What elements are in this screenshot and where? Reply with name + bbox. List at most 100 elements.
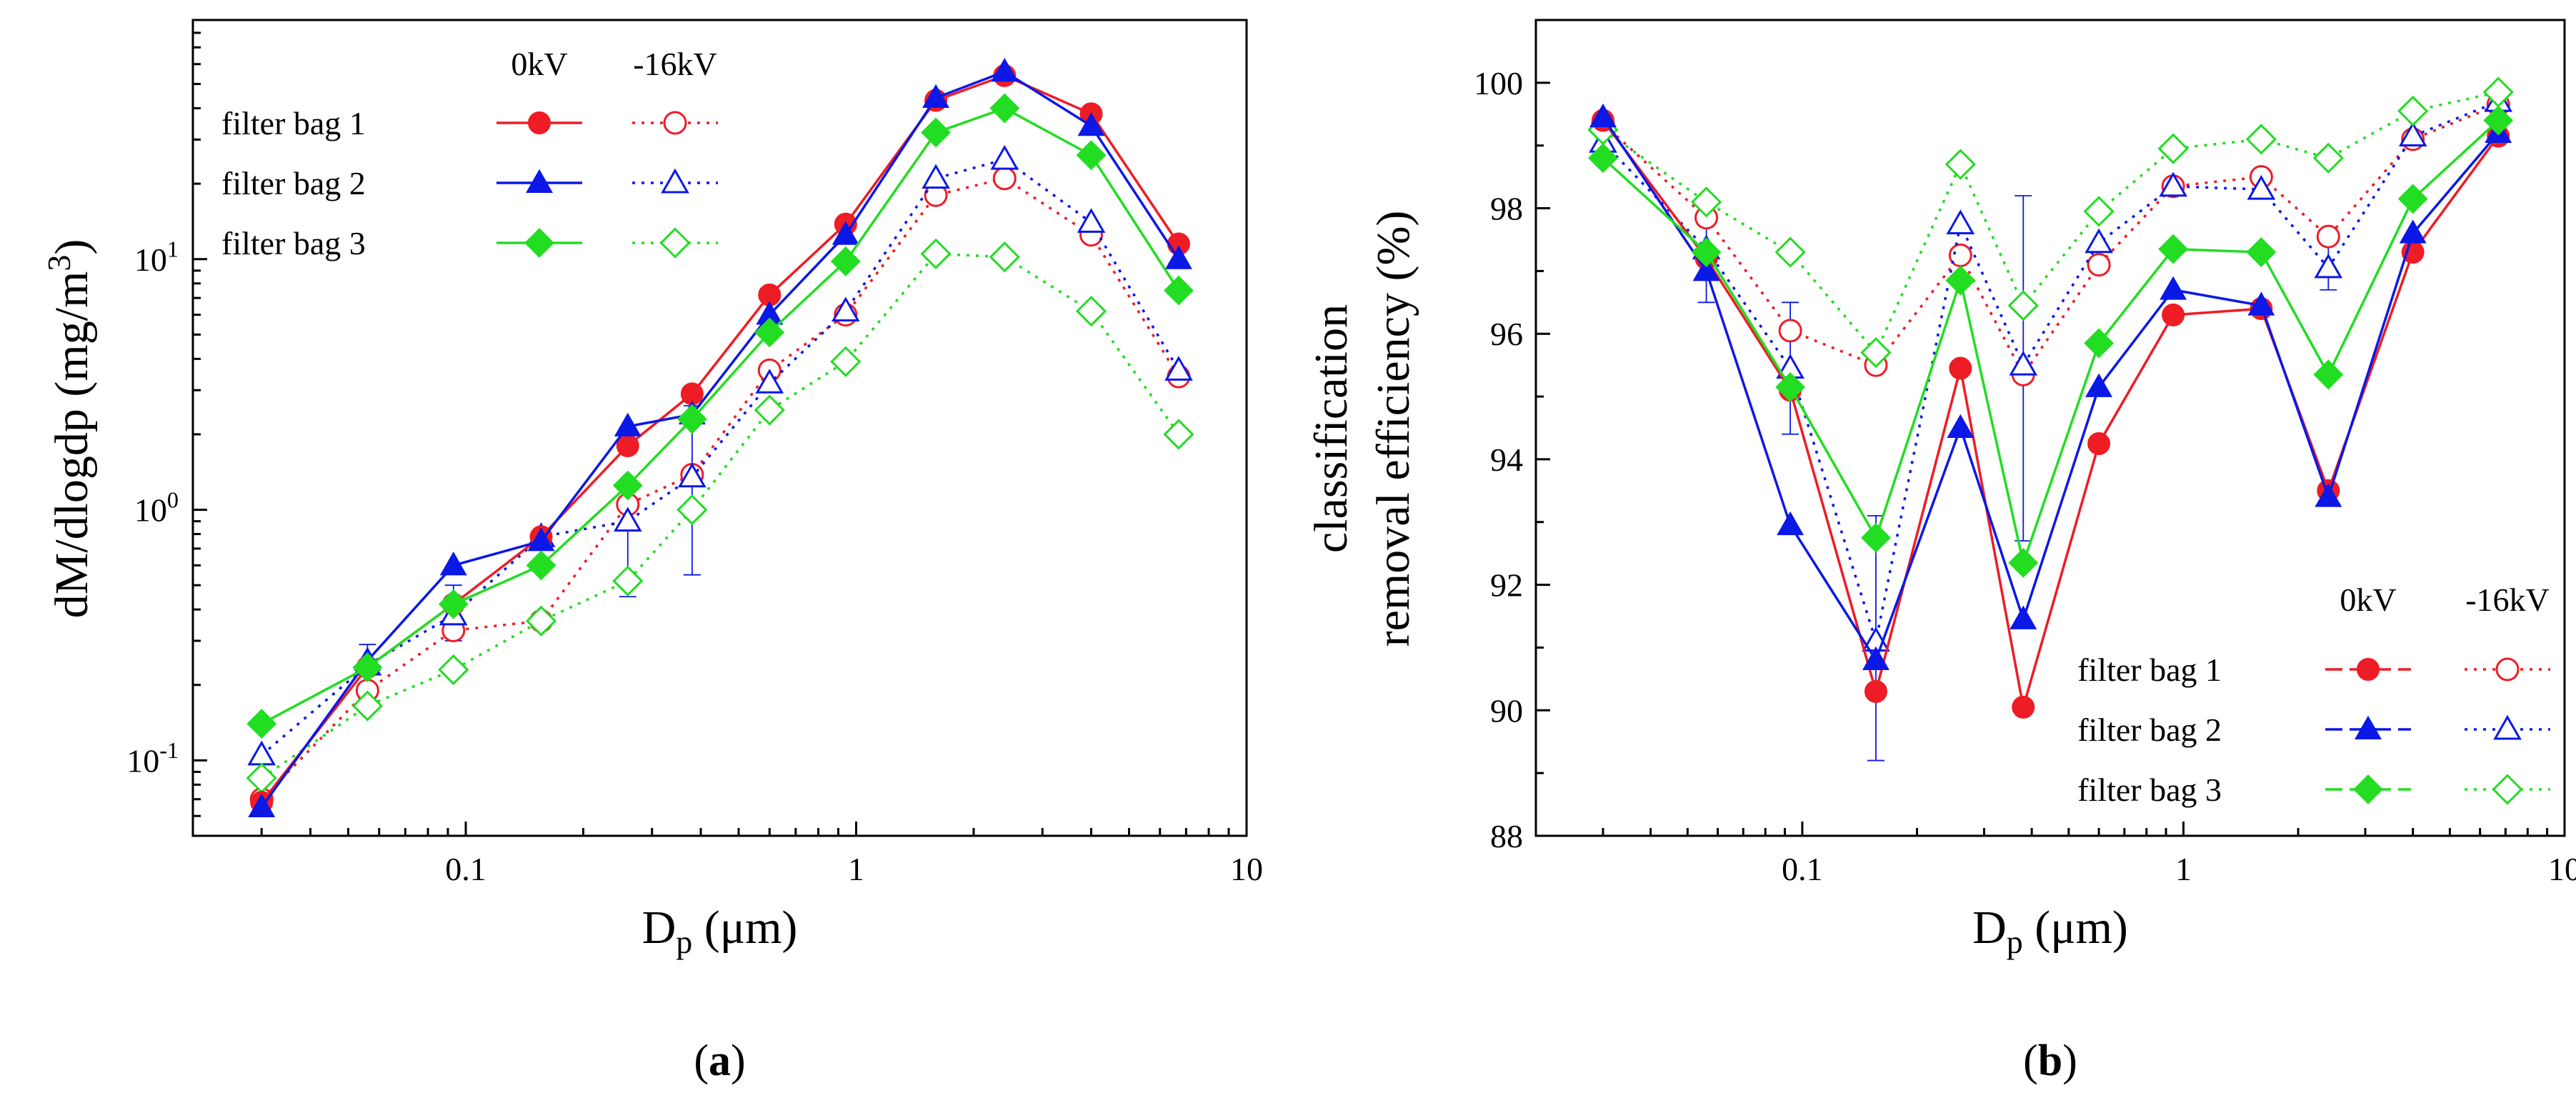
y-tick-label: 96 xyxy=(1490,316,1523,352)
data-point xyxy=(1777,511,1804,536)
legend-header-0kv: 0kV xyxy=(511,46,567,82)
legend: 0kV -16kV filter bag 1 filter bag 2 filter b… xyxy=(2077,582,2550,808)
data-point xyxy=(1077,112,1105,136)
data-point xyxy=(612,565,644,597)
data-point xyxy=(1774,236,1806,268)
series-line xyxy=(260,176,1180,800)
data-point xyxy=(439,552,467,576)
legend-label-bag-2: filter bag 2 xyxy=(221,165,366,201)
y-tick-label: 94 xyxy=(1490,441,1523,478)
data-point xyxy=(991,58,1019,82)
data-point xyxy=(677,404,707,434)
series-line xyxy=(1602,119,2500,568)
data-point xyxy=(2397,95,2429,126)
panel-b-chart: 0.1 1 10 88 90 92 94 96 98 100 0kV -16kV filter bag … xyxy=(1305,19,2576,1085)
data-point xyxy=(2159,171,2187,197)
series-line xyxy=(260,70,1180,809)
data-point xyxy=(525,605,557,637)
legend-header-0kv: 0kV xyxy=(2340,582,2396,618)
data-point xyxy=(2247,291,2275,316)
data-point xyxy=(1949,356,1972,380)
data-point xyxy=(989,93,1020,124)
data-point xyxy=(1077,208,1106,233)
legend-label-bag-1: filter bag 1 xyxy=(2077,652,2222,688)
y-tick-label: 98 xyxy=(1490,191,1523,227)
data-point xyxy=(2007,290,2039,321)
series-line xyxy=(1602,100,2499,642)
data-point xyxy=(989,241,1020,273)
x-axis-label: Dp (μm) xyxy=(1972,902,2128,960)
legend-marker-16kv xyxy=(659,227,691,259)
data-point xyxy=(2247,174,2276,200)
data-point xyxy=(1076,140,1107,171)
data-point xyxy=(2316,224,2340,249)
data-point xyxy=(2157,133,2189,164)
legend-marker-0kv xyxy=(524,228,554,258)
data-point xyxy=(352,652,383,683)
data-point xyxy=(2162,303,2185,326)
data-point xyxy=(921,117,951,148)
data-point xyxy=(1690,186,1722,218)
data-point xyxy=(2312,142,2344,174)
data-point xyxy=(922,164,950,189)
data-point xyxy=(1775,371,1806,402)
data-point xyxy=(2087,253,2111,277)
x-tick-label: 10 xyxy=(2548,851,2576,887)
data-point xyxy=(830,346,862,377)
x-axis: 0.1 1 10 xyxy=(191,822,1263,887)
y-tick-label: 100 xyxy=(134,486,179,528)
y-tick-label: 88 xyxy=(1490,818,1523,854)
data-point xyxy=(2008,547,2039,578)
series-line xyxy=(1602,91,2499,355)
data-point xyxy=(246,709,277,739)
data-point xyxy=(832,221,859,245)
legend-marker-16kv xyxy=(2492,774,2523,805)
data-point xyxy=(614,412,641,436)
data-point xyxy=(2083,196,2115,227)
legend-marker-0kv xyxy=(2357,658,2380,681)
series-0kV-bag-1 xyxy=(1591,109,2510,719)
legend-label-bag-1: filter bag 1 xyxy=(221,105,366,141)
panel-label: (b) xyxy=(2023,1037,2077,1085)
legend-label-bag-3: filter bag 3 xyxy=(221,225,366,261)
y-tick-label: 100 xyxy=(1474,65,1523,101)
data-point xyxy=(1947,414,1975,438)
data-point xyxy=(1163,419,1194,450)
data-point xyxy=(2087,431,2111,455)
x-tick-label: 1 xyxy=(848,851,864,887)
y-axis: 88 90 92 94 96 98 100 xyxy=(1474,19,1550,854)
legend-label-bag-2: filter bag 2 xyxy=(2077,712,2222,748)
error-bars xyxy=(359,405,701,697)
x-tick-label: 1 xyxy=(2175,851,2192,887)
data-point xyxy=(2313,359,2344,390)
data-point xyxy=(2158,234,2189,264)
series-neg16kV-bag-3 xyxy=(1587,76,2514,369)
data-point xyxy=(1588,143,1618,174)
legend-marker-0kv xyxy=(528,111,551,134)
series-line xyxy=(1602,103,2499,377)
data-point xyxy=(2009,350,2038,376)
y-axis: 10-1 100 101 xyxy=(126,19,207,837)
series-line xyxy=(261,106,1180,725)
series-line xyxy=(1602,119,2500,708)
y-axis-label-line2: removal efficiency (%) xyxy=(1367,211,1419,647)
data-point xyxy=(527,527,555,552)
x-tick-label: 10 xyxy=(1230,851,1263,887)
data-point xyxy=(613,506,642,532)
data-point xyxy=(612,470,643,501)
data-point xyxy=(830,246,861,276)
data-point xyxy=(992,166,1017,191)
series-line xyxy=(261,158,1180,757)
series-neg16kV-bag-2 xyxy=(1589,86,2513,652)
data-point xyxy=(1864,679,1887,703)
data-point xyxy=(1692,257,1720,281)
data-point xyxy=(2314,253,2343,279)
y-tick-label: 90 xyxy=(1490,692,1523,729)
x-tick-label: 0.1 xyxy=(1782,851,1823,887)
data-point xyxy=(248,793,276,817)
data-point xyxy=(2483,105,2514,136)
data-point xyxy=(1589,103,1617,128)
y-axis-label: dM/dlogdp (mg/m3) xyxy=(41,239,98,619)
data-point xyxy=(754,394,785,426)
